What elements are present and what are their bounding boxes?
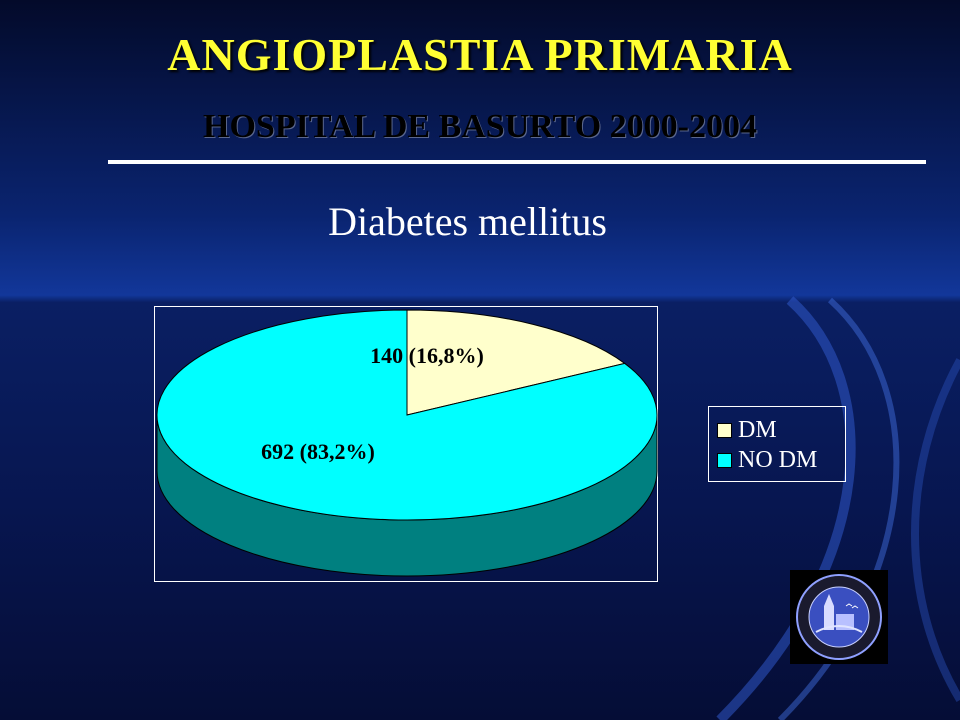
chart-title: Diabetes mellitus <box>328 199 607 244</box>
hospital-seal-icon <box>796 574 882 660</box>
pie-chart: 140 (16,8%) 692 (83,2%) <box>156 309 658 577</box>
legend-label-no-dm: NO DM <box>738 446 818 473</box>
legend-item-dm: DM <box>717 415 845 445</box>
data-label-no-dm: 692 (83,2%) <box>261 439 375 464</box>
legend-label-dm: DM <box>738 416 777 443</box>
hospital-logo <box>790 570 888 664</box>
legend-swatch-no-dm <box>717 452 732 468</box>
data-label-dm: 140 (16,8%) <box>370 343 484 368</box>
legend-swatch-dm <box>717 422 732 438</box>
chart-legend: DM NO DM <box>708 406 846 482</box>
pie-chart-area: 140 (16,8%) 692 (83,2%) <box>154 306 658 582</box>
slide-title: ANGIOPLASTIA PRIMARIA <box>167 29 793 80</box>
slide-subtitle: HOSPITAL DE BASURTO 2000-2004 <box>203 108 757 145</box>
pie-slice-dm <box>406 309 626 416</box>
pie-slice-no-dm <box>156 309 658 521</box>
title-divider <box>108 160 926 164</box>
legend-item-no-dm: NO DM <box>717 445 845 475</box>
